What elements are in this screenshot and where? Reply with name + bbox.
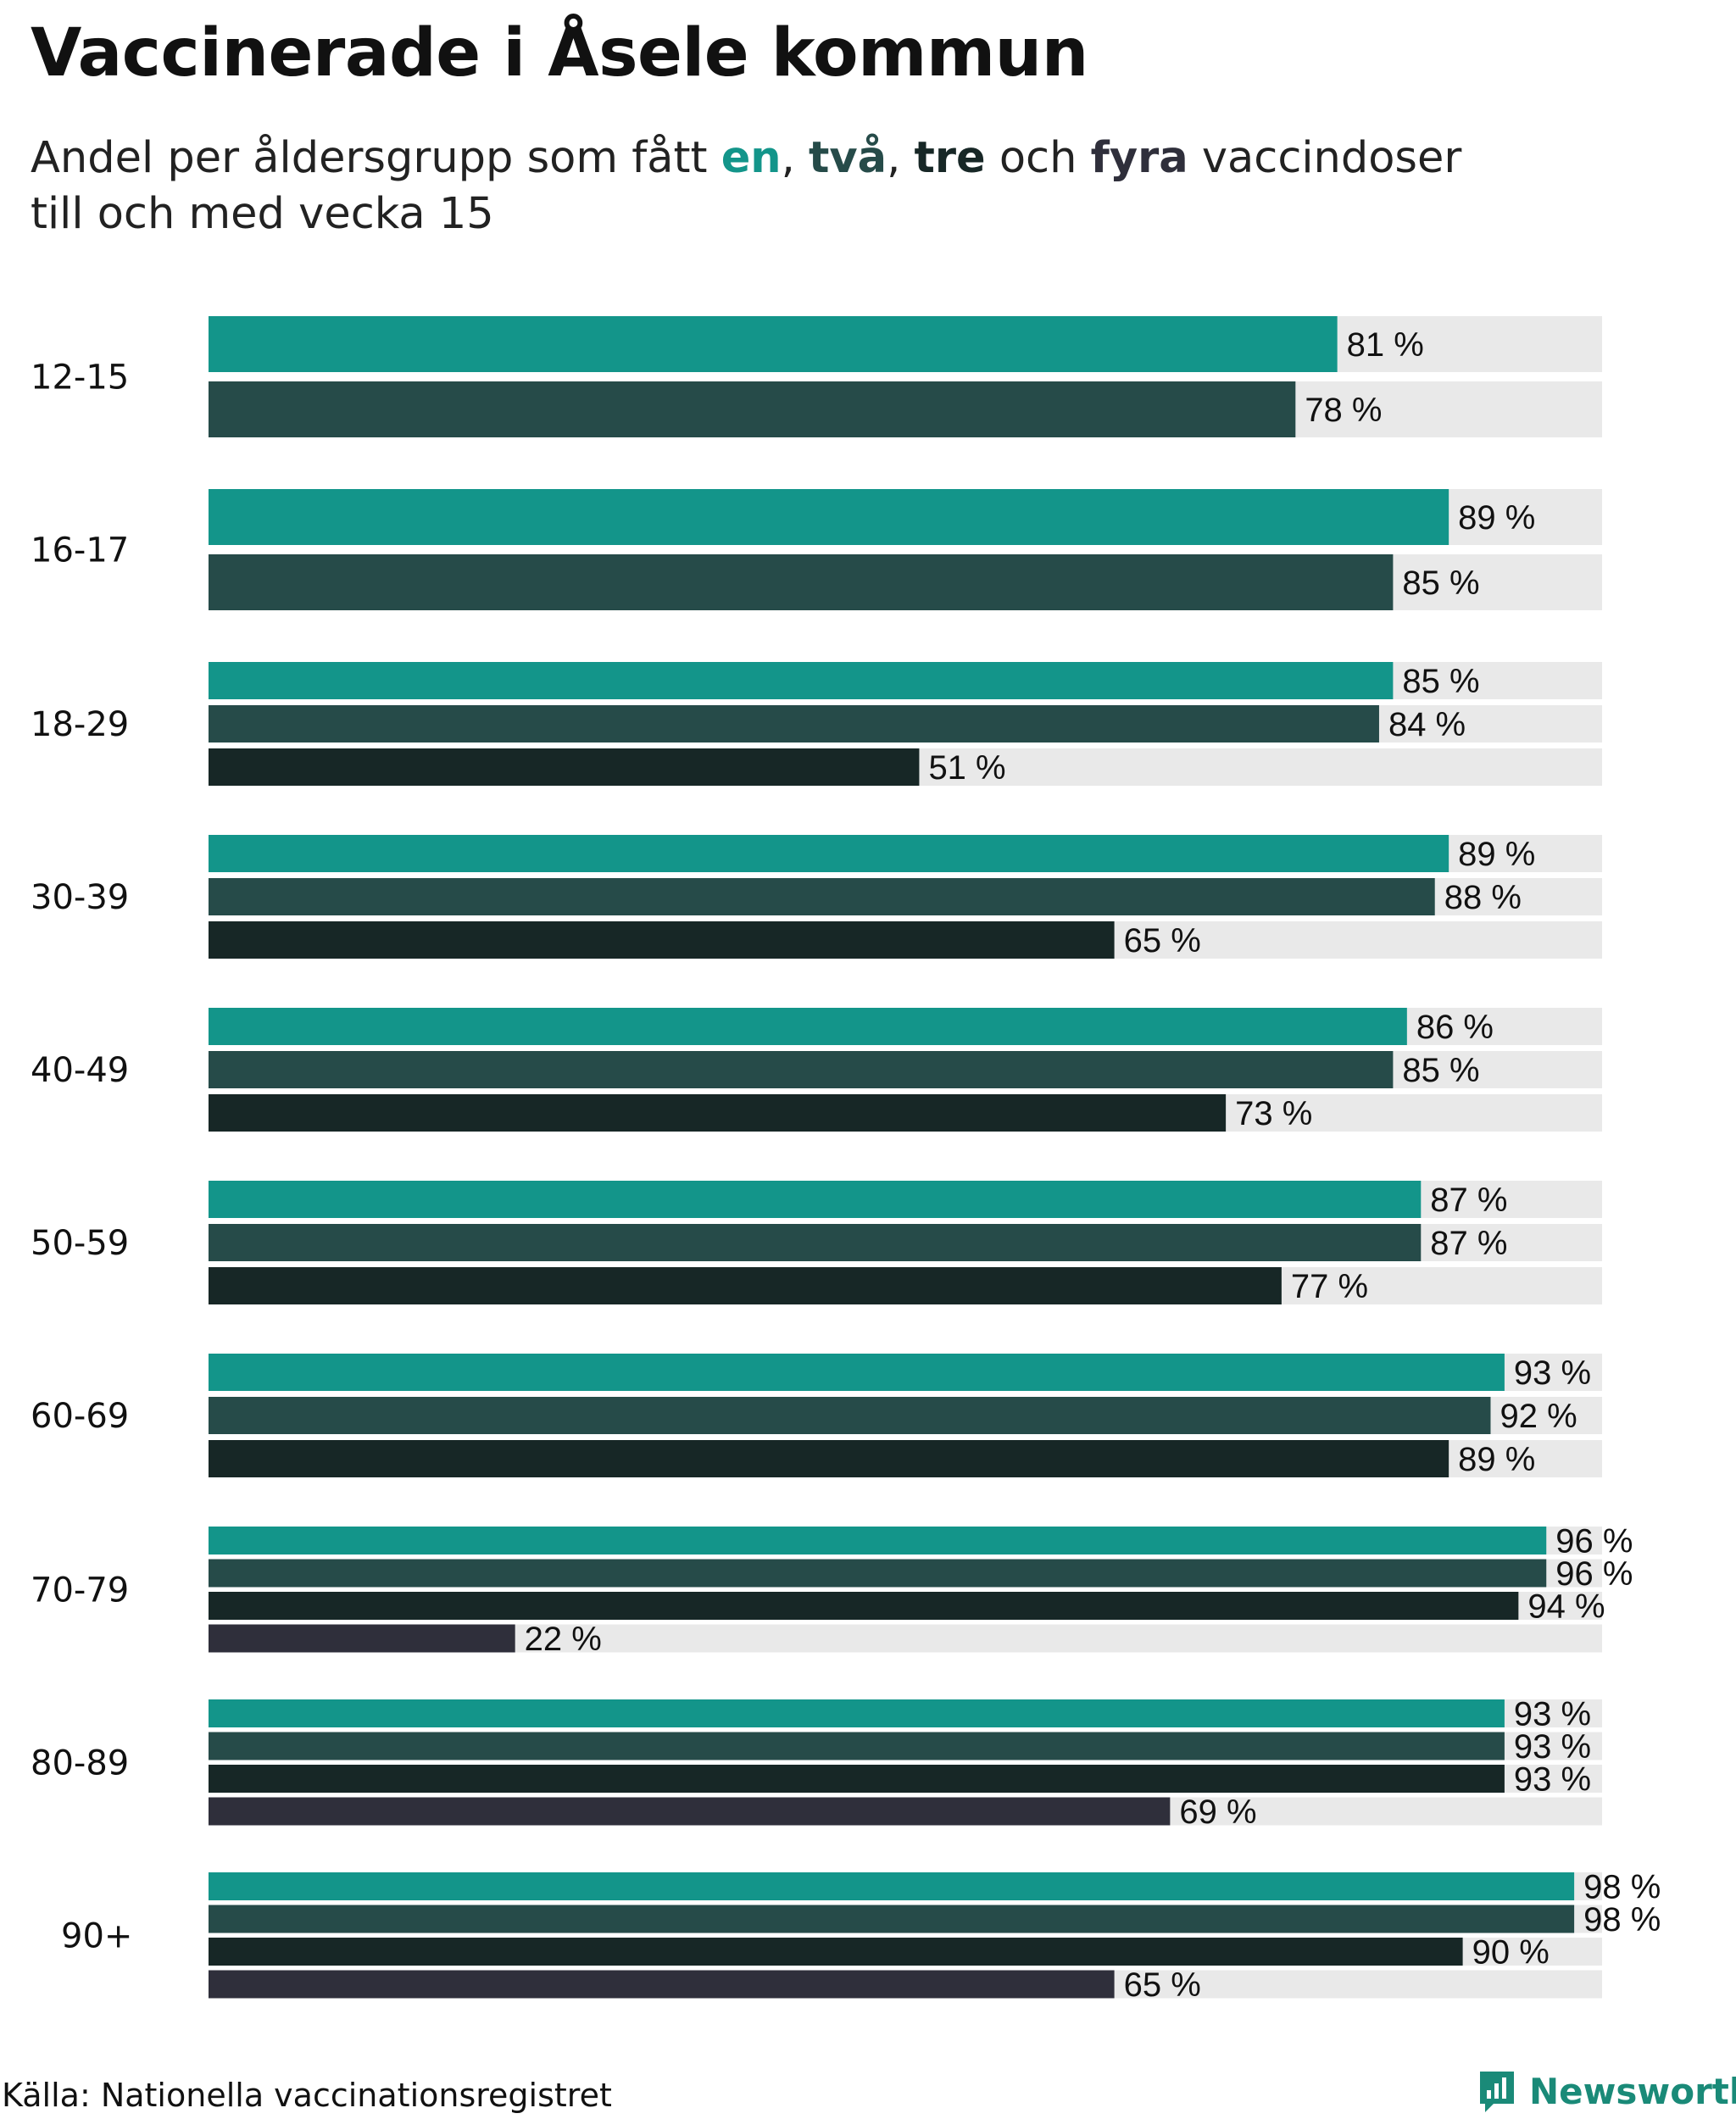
value-label: 51 %: [928, 749, 1005, 787]
age-group-label: 60-69: [31, 1397, 129, 1436]
bar-två: [209, 554, 1394, 610]
age-group-label: 16-17: [31, 531, 129, 570]
subtitle-dose-tre: tre: [914, 133, 986, 183]
value-label: 93 %: [1514, 1761, 1591, 1799]
bar-en: [209, 316, 1338, 372]
value-label: 85 %: [1402, 565, 1479, 602]
value-label: 96 %: [1555, 1555, 1633, 1593]
value-label: 98 %: [1583, 1869, 1661, 1906]
value-label: 87 %: [1430, 1225, 1507, 1262]
bar-två: [209, 1732, 1505, 1760]
source-note: Källa: Nationella vaccinationsregistret: [2, 2077, 612, 2114]
bar-tre: [209, 1094, 1227, 1132]
subtitle-dose-tva: två: [809, 133, 887, 183]
subtitle-och: och: [985, 133, 1091, 183]
bar-två: [209, 1905, 1575, 1933]
value-label: 87 %: [1430, 1182, 1507, 1219]
value-label: 81 %: [1347, 326, 1424, 364]
bar-tre: [209, 1765, 1505, 1793]
subtitle-dose-fyra: fyra: [1090, 133, 1188, 183]
bar-två: [209, 1397, 1491, 1434]
value-label: 92 %: [1500, 1398, 1577, 1435]
bar-tre: [209, 1938, 1463, 1966]
value-label: 93 %: [1514, 1354, 1591, 1392]
value-label: 94 %: [1527, 1588, 1605, 1626]
bar-chart: 12-15 81 % 78 % 16-17 89 % 85 % 18-29 85 % 84 % 5…: [31, 316, 1661, 2004]
value-label: 93 %: [1514, 1728, 1591, 1766]
age-group-label: 80-89: [31, 1744, 129, 1783]
value-label: 90 %: [1472, 1934, 1550, 1972]
value-label: 73 %: [1235, 1095, 1312, 1132]
value-label: 65 %: [1124, 922, 1201, 959]
bar-tre: [209, 921, 1115, 959]
chart-subtitle: Andel per åldersgrupp som fått en, två, …: [31, 131, 1641, 242]
bar-fyra: [209, 1624, 515, 1653]
bar-en: [209, 489, 1449, 545]
bar-en: [209, 1527, 1547, 1554]
value-label: 86 %: [1416, 1009, 1494, 1046]
bar-två: [209, 381, 1296, 437]
brand-name: Newsworthy: [1529, 2070, 1736, 2112]
bar-tre: [209, 748, 920, 786]
bar-tre: [209, 1592, 1519, 1620]
value-label: 93 %: [1514, 1696, 1591, 1733]
bar-en: [209, 662, 1394, 699]
value-label: 85 %: [1402, 1052, 1479, 1089]
value-label: 89 %: [1458, 1441, 1535, 1478]
value-label: 84 %: [1388, 706, 1466, 743]
value-label: 88 %: [1444, 879, 1522, 916]
subtitle-line2: till och med vecka 15: [31, 189, 494, 239]
value-label: 22 %: [525, 1621, 602, 1658]
bar-fyra: [209, 1797, 1171, 1826]
subtitle-prefix: Andel per åldersgrupp som fått: [31, 133, 721, 183]
bar-två: [209, 1051, 1394, 1088]
bar-två: [209, 1224, 1422, 1261]
bar-en: [209, 1354, 1505, 1391]
brand-logo: Newsworthy: [1477, 2068, 1736, 2114]
value-label: 77 %: [1291, 1268, 1368, 1305]
age-group-label: 30-39: [31, 878, 129, 917]
newsworthy-logo-icon: [1480, 2072, 1514, 2112]
subtitle-separator: ,: [887, 133, 915, 183]
bar-en: [209, 835, 1449, 872]
bar-en: [209, 1699, 1505, 1727]
subtitle-dose-en: en: [721, 133, 782, 183]
age-group-label: 40-49: [31, 1051, 129, 1090]
value-label: 69 %: [1179, 1794, 1256, 1831]
bar-fyra: [209, 1970, 1115, 1999]
age-group-label: 18-29: [31, 705, 129, 744]
age-group-label: 70-79: [31, 1571, 129, 1610]
bar-två: [209, 1559, 1547, 1588]
bar-tre: [209, 1440, 1449, 1477]
bar-en: [209, 1181, 1422, 1218]
value-label: 89 %: [1458, 499, 1535, 537]
value-label: 98 %: [1583, 1901, 1661, 1938]
chart-title: Vaccinerade i Åsele kommun: [31, 15, 1088, 92]
value-label: 65 %: [1124, 1966, 1201, 2004]
value-label: 78 %: [1305, 392, 1382, 429]
age-group-label: 90+: [61, 1916, 132, 1955]
value-label: 96 %: [1555, 1523, 1633, 1560]
subtitle-suffix: vaccindoser: [1188, 133, 1462, 183]
bar-tre: [209, 1267, 1282, 1304]
value-label: 85 %: [1402, 663, 1479, 700]
bar-en: [209, 1008, 1407, 1045]
subtitle-separator: ,: [781, 133, 810, 183]
bar-två: [209, 705, 1379, 742]
bar-två: [209, 878, 1435, 915]
bar-en: [209, 1872, 1575, 1900]
value-label: 89 %: [1458, 836, 1535, 873]
age-group-label: 50-59: [31, 1224, 129, 1263]
age-group-label: 12-15: [31, 359, 129, 398]
